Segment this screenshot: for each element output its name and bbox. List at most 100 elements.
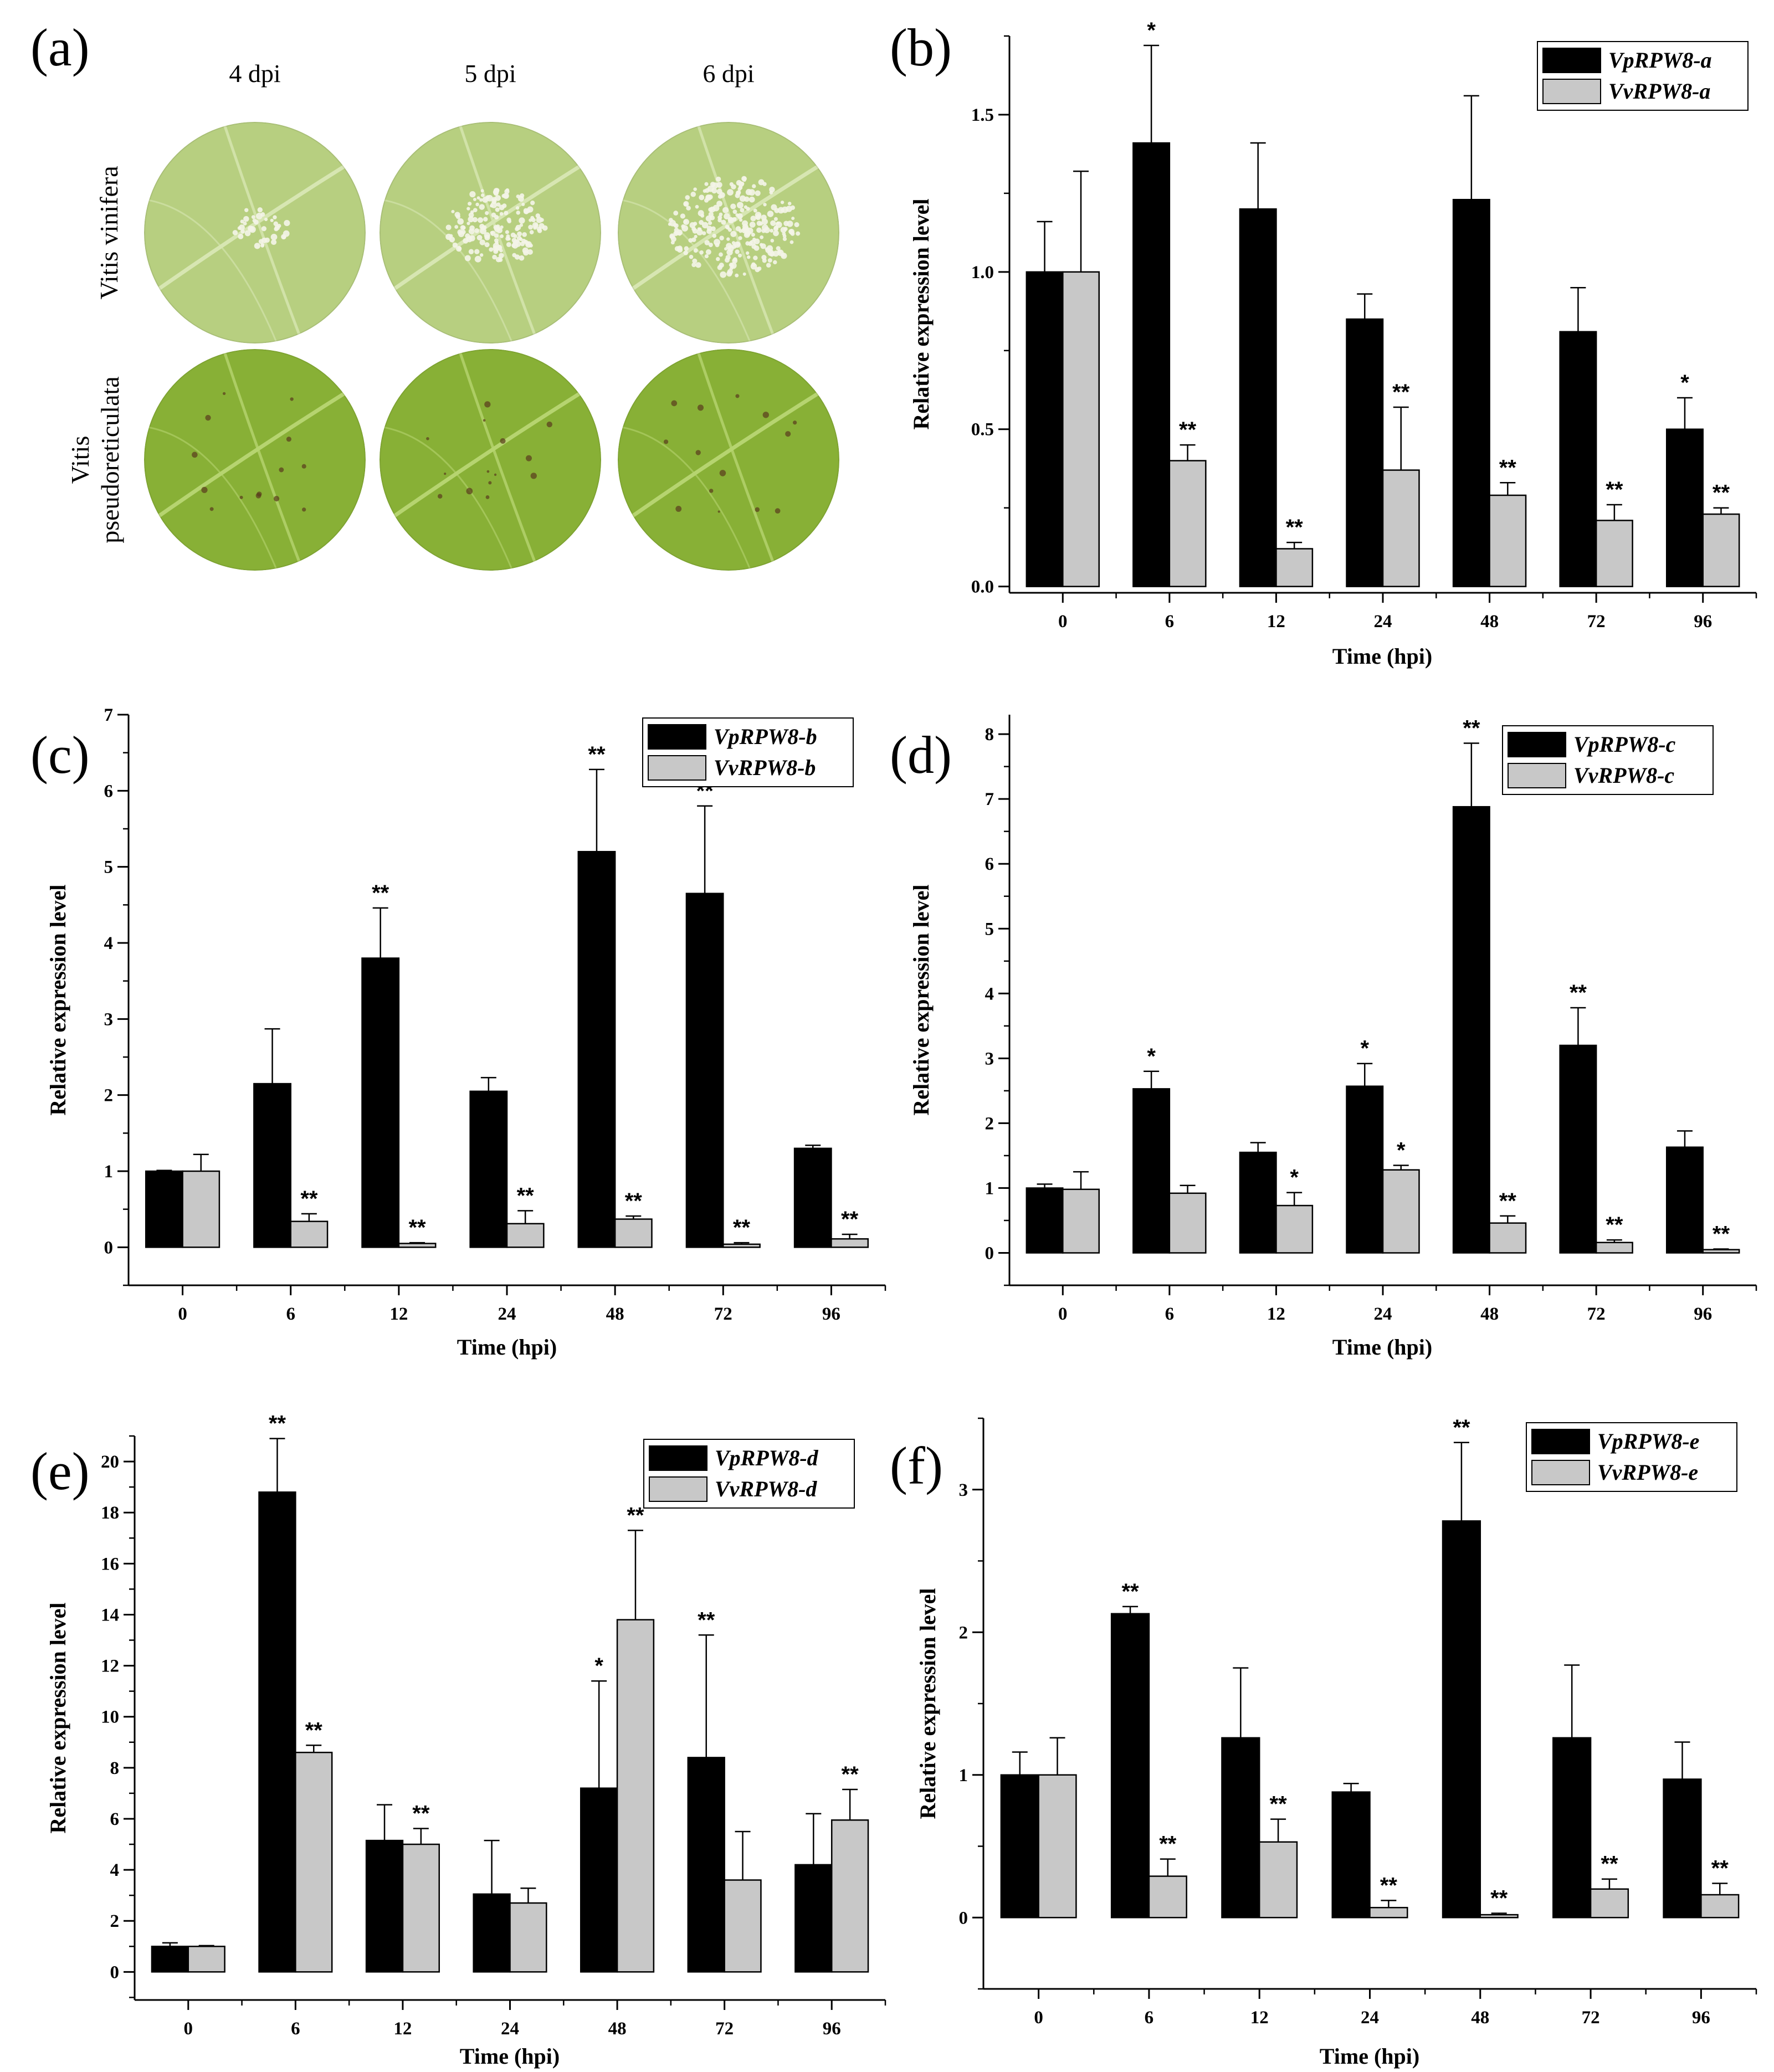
mildew-spot (474, 228, 479, 233)
significance-label: ** (408, 1215, 426, 1240)
mildew-spot (507, 219, 511, 224)
mildew-spot (701, 222, 709, 229)
bar-VvRPW8-c-72 (1595, 1242, 1633, 1254)
significance-label: ** (517, 1183, 535, 1208)
bar-VvRPW8-b-0 (182, 1170, 221, 1248)
mildew-spot (489, 247, 494, 252)
panel-a-leaf-photos: (a) 4 dpi 5 dpi 6 dpi Vitis vinifera Vit… (30, 18, 839, 571)
mildew-spot (719, 262, 724, 268)
mildew-spot (468, 212, 474, 218)
mildew-spot (677, 247, 683, 253)
mildew-spot (511, 243, 516, 248)
legend-label: VpRPW8-c (1573, 732, 1676, 757)
mildew-spot (726, 271, 732, 277)
mildew-spot (705, 249, 711, 255)
legend-swatch (648, 755, 706, 781)
mildew-spot (745, 241, 750, 246)
mildew-spot (681, 225, 688, 232)
necrotic-spot (255, 493, 262, 499)
leaf-disc (380, 349, 601, 571)
mildew-spot (702, 231, 706, 235)
y-tick-label: 5 (985, 919, 994, 939)
x-tick-label: 48 (606, 1304, 624, 1324)
mildew-spot (794, 222, 799, 228)
mildew-spot (699, 220, 704, 225)
significance-label: * (1147, 18, 1156, 43)
necrotic-spot (735, 394, 740, 398)
mildew-spot (732, 209, 737, 214)
leaf-surface (144, 122, 366, 343)
significance-label: * (1360, 1037, 1369, 1061)
necrotic-spot (762, 412, 770, 418)
x-tick-label: 72 (1582, 2008, 1600, 2028)
mildew-spot (706, 225, 712, 232)
necrotic-spot (525, 455, 532, 461)
significance-label: ** (372, 881, 389, 905)
leaf-edge (144, 349, 366, 571)
y-tick-label: 0 (985, 1243, 994, 1263)
significance-label: ** (1159, 1832, 1177, 1856)
bar-VvRPW8-c-6 (1168, 1192, 1207, 1254)
leaf-disc (618, 349, 839, 571)
mildew-spot (716, 257, 720, 261)
bar-VvRPW8-e-96 (1700, 1894, 1740, 1919)
significance-label: ** (1453, 1415, 1470, 1440)
column-label-6dpi: 6 dpi (703, 59, 754, 88)
bar-VvRPW8-d-12 (402, 1843, 440, 1973)
mildew-spot (473, 208, 478, 213)
leaf-surface (380, 349, 601, 571)
mildew-spot (475, 202, 479, 207)
necrotic-spot (494, 473, 497, 476)
mildew-spot (683, 202, 688, 207)
mildew-spot (466, 222, 470, 225)
bar-VpRPW8-c-6 (1132, 1088, 1171, 1254)
leaf-vein (618, 375, 839, 528)
x-tick-label: 96 (1694, 612, 1712, 632)
bar-VvRPW8-a-72 (1595, 520, 1633, 587)
y-tick-label: 3 (104, 1009, 114, 1029)
x-tick-label: 12 (1250, 2008, 1269, 2028)
mildew-spot (469, 191, 476, 198)
x-tick-label: 48 (1480, 612, 1499, 632)
mildew-spot (722, 207, 729, 213)
leaf-disc (380, 122, 601, 343)
necrotic-spot (546, 421, 552, 428)
chart-panel-b: (b)0.00.51.01.50 6***12**24**48**72**96**… (890, 18, 1757, 669)
mildew-spot (454, 212, 460, 218)
panel-f-letter: (f) (890, 1436, 943, 1495)
legend-swatch (1531, 1460, 1590, 1485)
bar-VpRPW8-d-12 (365, 1839, 404, 1973)
mildew-spot (760, 243, 766, 249)
bar-VvRPW8-d-48 (616, 1619, 655, 1973)
mildew-spot (454, 225, 459, 229)
bar-VpRPW8-c-72 (1559, 1044, 1597, 1254)
mildew-spot (767, 211, 774, 217)
leaf-vein (380, 375, 601, 528)
mildew-spot (680, 213, 685, 219)
bar-VvRPW8-e-6 (1148, 1875, 1187, 1919)
mildew-spot (760, 235, 764, 239)
significance-label: ** (412, 1801, 430, 1825)
necrotic-spot (792, 420, 797, 425)
bar-VpRPW8-e-12 (1221, 1737, 1260, 1919)
mildew-spot (745, 251, 750, 255)
mildew-spot (514, 239, 519, 244)
mildew-spot (243, 222, 247, 225)
mildew-spot (705, 188, 710, 193)
legend: VpRPW8-c VvRPW8-c (1502, 725, 1714, 795)
mildew-spot (707, 220, 712, 225)
mildew-spot (708, 212, 714, 217)
mildew-spot (254, 243, 260, 249)
mildew-spot (769, 251, 775, 257)
mildew-spot (719, 235, 724, 240)
legend: VpRPW8-a VvRPW8-a (1537, 41, 1749, 111)
y-axis-title: Relative expression level (45, 885, 70, 1116)
bar-chart-panels: (b)0.00.51.01.50 6***12**24**48**72**96**… (30, 18, 1757, 2069)
mildew-spot (739, 195, 746, 202)
bar-VpRPW8-c-12 (1239, 1151, 1277, 1254)
bar-VpRPW8-d-24 (473, 1893, 511, 1973)
mildew-spot (750, 216, 756, 222)
significance-label: * (1397, 1138, 1406, 1162)
mildew-spot (449, 234, 453, 238)
